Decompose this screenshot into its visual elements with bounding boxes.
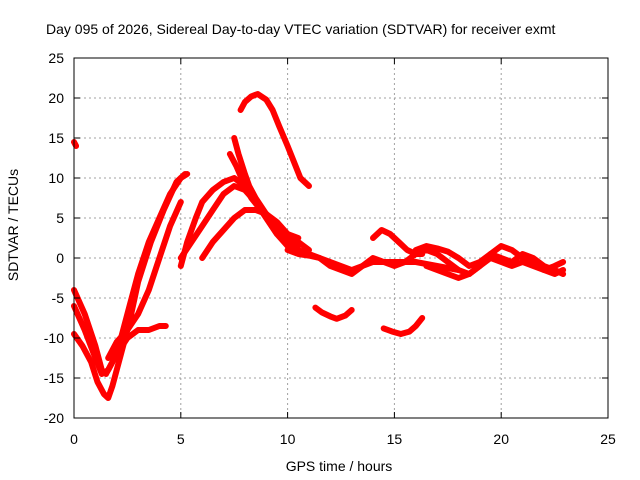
series-arc-13 <box>306 247 462 277</box>
y-tick-label: 20 <box>48 90 64 106</box>
series-arc-03 <box>71 171 189 401</box>
y-tick-label: 10 <box>48 170 64 186</box>
series-arc-07 <box>177 183 302 261</box>
y-tick-label: 15 <box>48 130 64 146</box>
x-tick-label: 10 <box>280 431 296 447</box>
y-tick-label: 25 <box>48 50 64 66</box>
series-arc-14 <box>370 227 426 257</box>
series-arc-18 <box>312 304 355 322</box>
y-tick-label: 0 <box>56 250 64 266</box>
y-tick-label: 5 <box>56 210 64 226</box>
y-axis-label: SDTVAR / TECUs <box>5 169 21 281</box>
x-tick-label: 0 <box>70 431 78 447</box>
series-arc-04 <box>71 303 169 377</box>
series-arc-16 <box>423 255 567 281</box>
y-tick-label: -5 <box>52 290 65 306</box>
series-arc-19 <box>380 315 426 337</box>
plot-area <box>71 91 567 401</box>
x-tick-label: 25 <box>600 431 616 447</box>
x-axis-label: GPS time / hours <box>286 458 393 474</box>
x-tick-label: 20 <box>493 431 509 447</box>
series-arc-05 <box>105 199 184 361</box>
x-tick-label: 5 <box>177 431 185 447</box>
series-arc-10 <box>226 151 312 253</box>
axis-ticks: 0 5 10 15 20 25 -20 -15 -10 -5 0 5 10 15 20 25 <box>44 50 616 447</box>
y-tick-label: -15 <box>44 370 64 386</box>
chart-title: Day 095 of 2026, Sidereal Day-to-day VTE… <box>46 21 555 37</box>
series-arc-11 <box>237 91 312 189</box>
y-tick-label: -20 <box>44 410 64 426</box>
series-arc-17 <box>466 251 567 277</box>
plot-frame <box>73 57 609 419</box>
x-tick-label: 15 <box>387 431 403 447</box>
series-arc-08 <box>199 207 312 261</box>
y-tick-label: -10 <box>44 330 64 346</box>
